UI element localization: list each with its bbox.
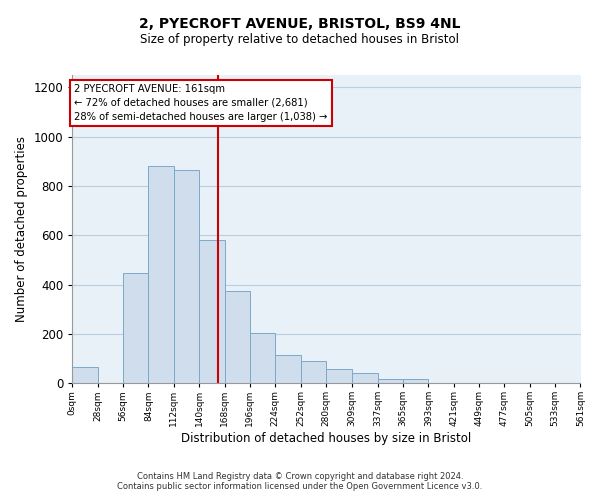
Bar [275,355,301,383]
Bar [377,378,403,383]
X-axis label: Distribution of detached houses by size in Bristol: Distribution of detached houses by size … [181,432,472,445]
Y-axis label: Number of detached properties: Number of detached properties [15,136,28,322]
Bar [224,290,250,383]
Bar [123,274,148,383]
Bar [250,332,275,383]
Bar [199,240,224,383]
Text: 2, PYECROFT AVENUE, BRISTOL, BS9 4NL: 2, PYECROFT AVENUE, BRISTOL, BS9 4NL [139,18,461,32]
Bar [352,373,377,383]
Text: Contains public sector information licensed under the Open Government Licence v3: Contains public sector information licen… [118,482,482,491]
Bar [174,170,199,383]
Bar [73,367,98,383]
Bar [148,166,174,383]
Bar [403,378,428,383]
Text: Size of property relative to detached houses in Bristol: Size of property relative to detached ho… [140,32,460,46]
Bar [301,362,326,383]
Bar [326,369,352,383]
Text: 2 PYECROFT AVENUE: 161sqm
← 72% of detached houses are smaller (2,681)
28% of se: 2 PYECROFT AVENUE: 161sqm ← 72% of detac… [74,84,328,122]
Text: Contains HM Land Registry data © Crown copyright and database right 2024.: Contains HM Land Registry data © Crown c… [137,472,463,481]
